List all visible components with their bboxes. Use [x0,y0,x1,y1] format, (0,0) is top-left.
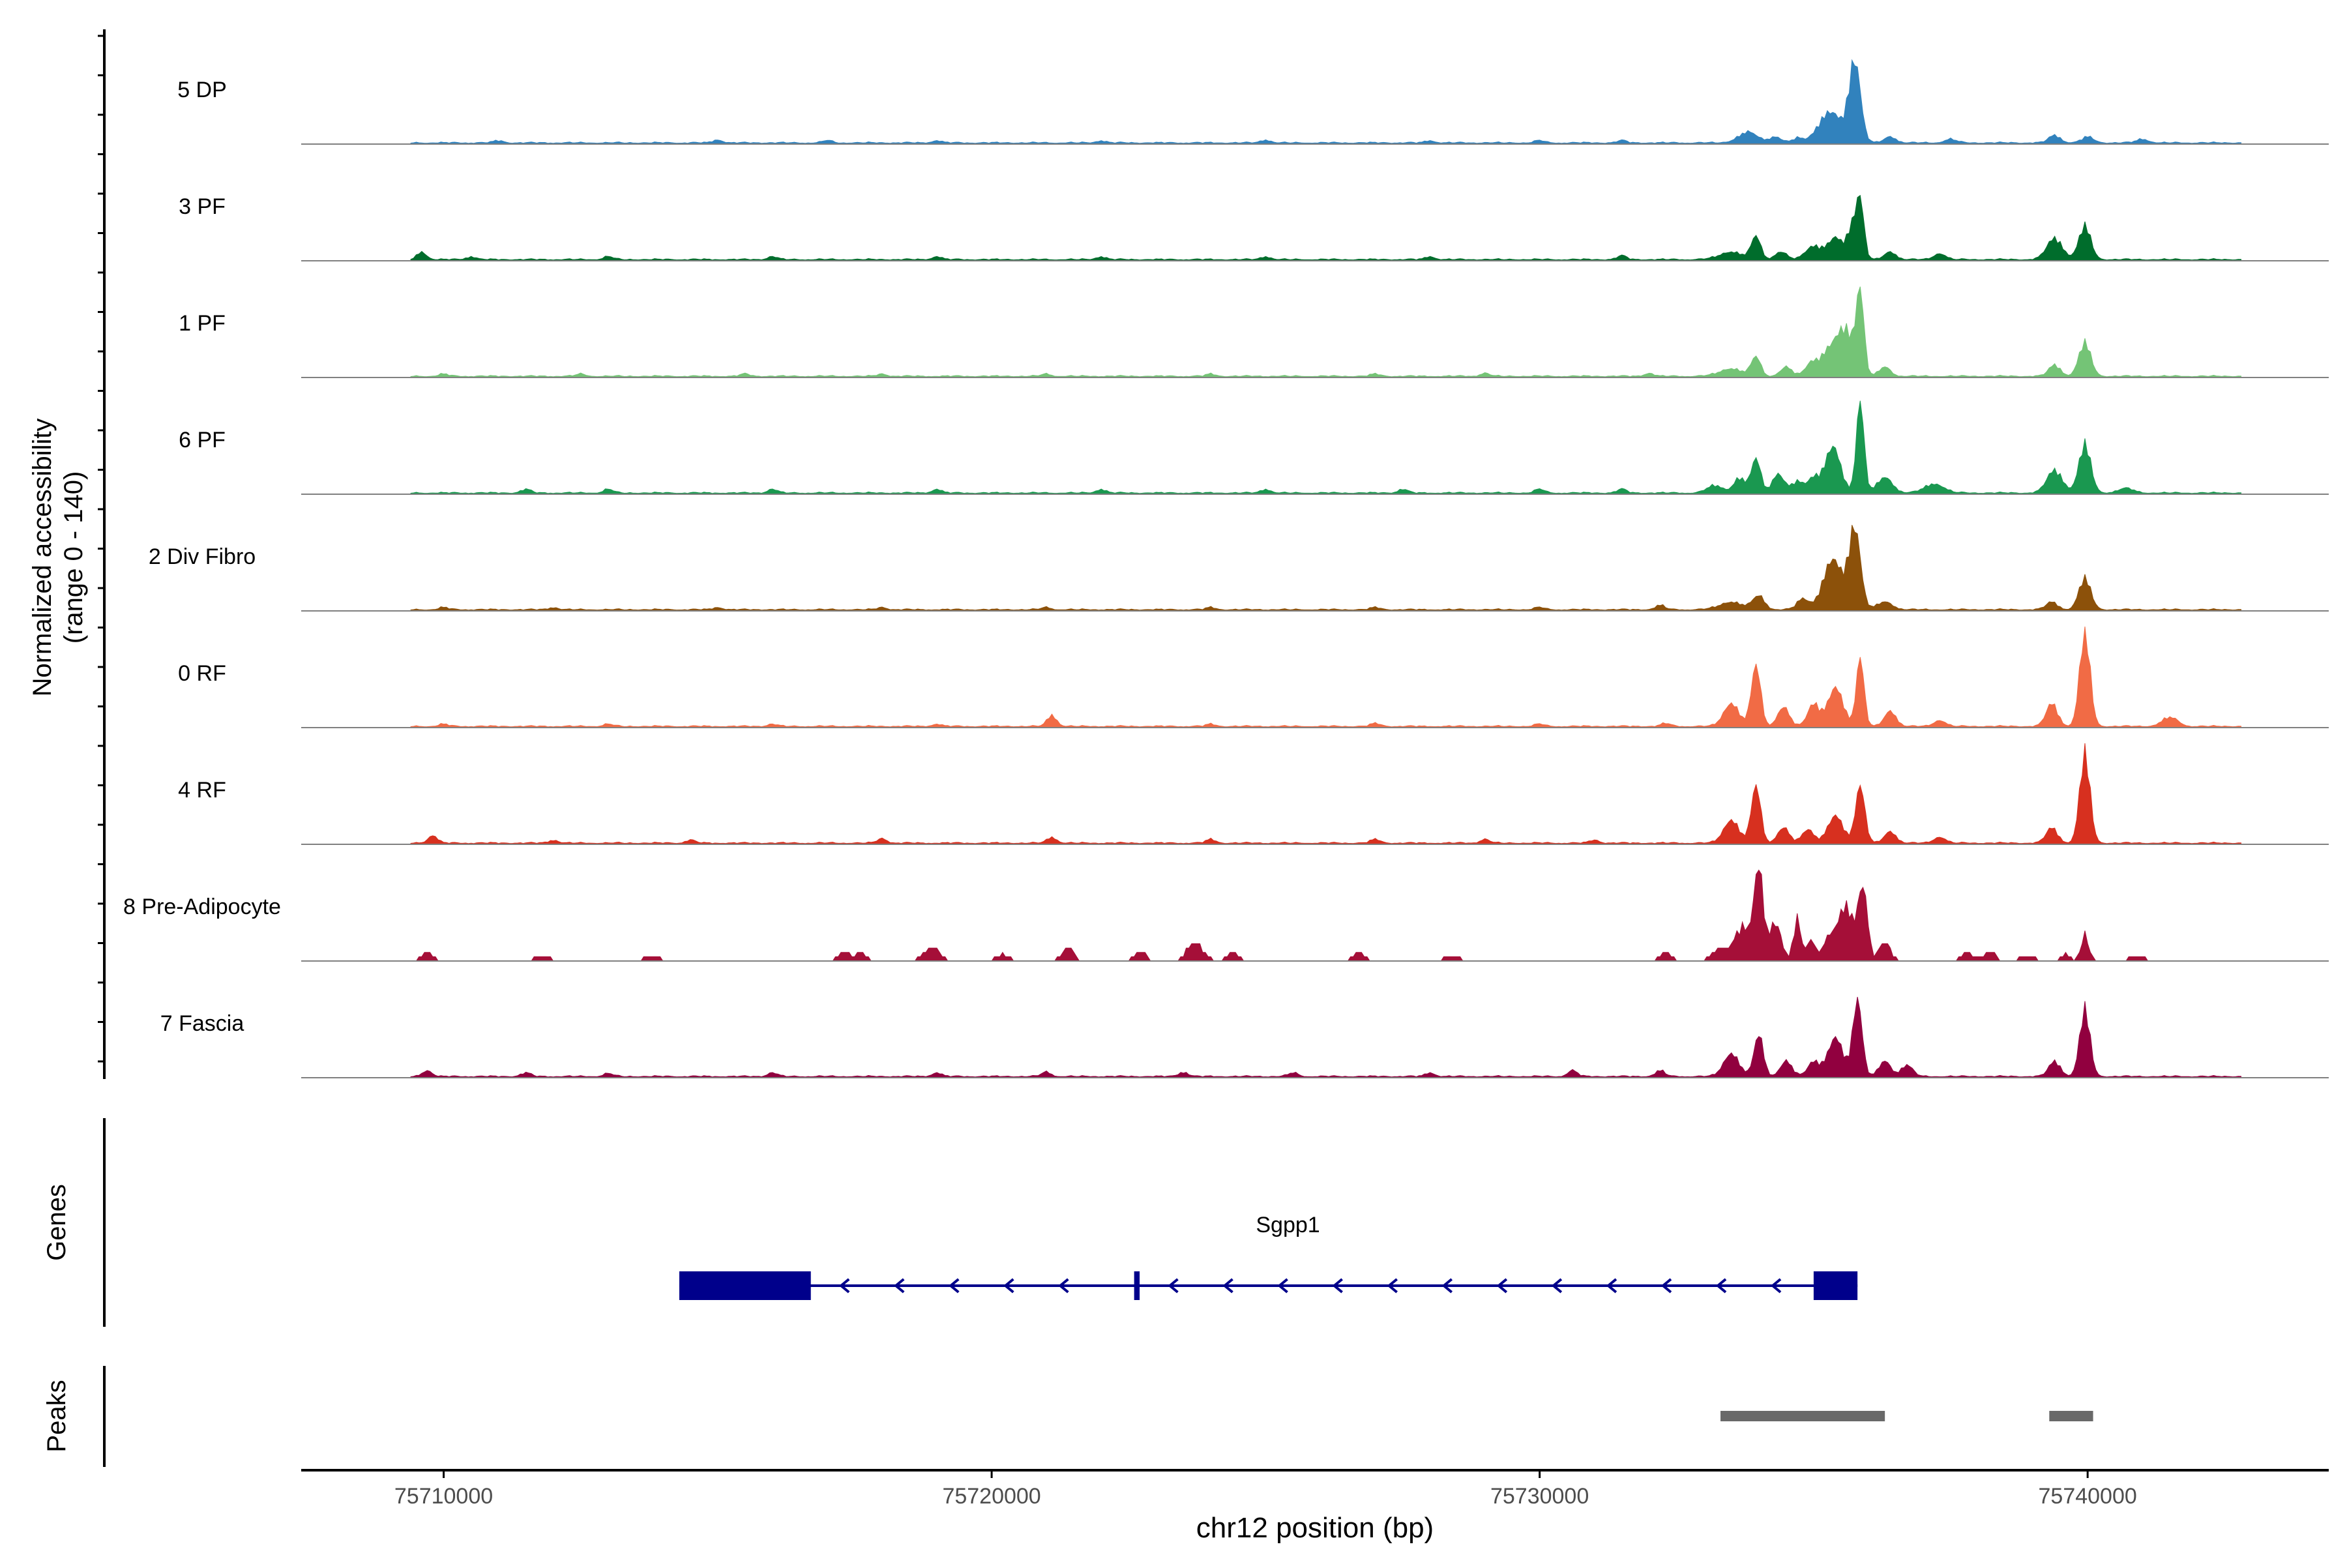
strand-arrow [949,1278,960,1294]
track-label: 0 RF [178,661,226,686]
strand-arrow [1441,1278,1453,1294]
track-7: 4 RF [178,743,2329,845]
strand-arrow [894,1278,905,1294]
track-4: 6 PF [179,400,2329,495]
track-coverage-area [410,997,2241,1078]
strand-arrow [1551,1278,1563,1294]
x-tick-label: 75740000 [2039,1484,2137,1509]
peaks-label: Peaks [42,1380,71,1452]
track-9: 7 Fascia [160,997,2329,1078]
peak-region [1720,1411,1885,1421]
peak-regions [1720,1411,2093,1421]
track-coverage-area [410,743,2241,845]
track-coverage-area [411,869,2241,962]
track-1: 5 DP [177,59,2329,145]
strand-arrow [1003,1278,1014,1294]
track-label: 2 Div Fibro [149,544,256,569]
gene-exon [1813,1271,1858,1300]
track-coverage-area [410,400,2241,495]
track-coverage-area [410,194,2241,261]
track-label: 1 PF [179,311,226,336]
track-label: 5 DP [177,78,227,102]
strand-arrow [1606,1278,1617,1294]
track-label: 3 PF [179,194,226,219]
strand-arrow [1058,1278,1069,1294]
strand-arrow [1277,1278,1288,1294]
gene-exon [679,1271,811,1300]
track-coverage-area [410,525,2241,612]
track-coverage-area [410,286,2241,378]
x-tick-label: 75710000 [394,1484,493,1509]
track-coverage-area [410,626,2241,728]
tracks-y-axis-ticks [98,35,104,1063]
gene-model: Sgpp1 [679,1213,1858,1300]
track-6: 0 RF [178,626,2329,728]
peak-region [2049,1411,2093,1421]
tracks-y-axis-title: Normalized accessibility (range 0 - 140) [28,419,88,697]
x-axis-label: chr12 position (bp) [1196,1512,1434,1544]
strand-arrow [1661,1278,1672,1294]
strand-arrow [1332,1278,1343,1294]
strand-arrow [1168,1278,1179,1294]
strand-arrow [1222,1278,1233,1294]
track-5: 2 Div Fibro [149,525,2329,612]
strand-arrow [1496,1278,1508,1294]
track-8: 8 Pre-Adipocyte [123,869,2329,962]
genes-label: Genes [42,1184,71,1261]
y-axis-label: Normalized accessibility [28,419,57,697]
x-tick-label: 75730000 [1490,1484,1589,1509]
x-tick-label: 75720000 [942,1484,1041,1509]
strand-arrow [1387,1278,1398,1294]
track-label: 8 Pre-Adipocyte [123,895,281,919]
track-label: 6 PF [179,428,226,452]
track-label: 7 Fascia [160,1011,244,1036]
strand-arrow [839,1278,850,1294]
gene-exon [1134,1271,1140,1300]
track-label: 4 RF [178,778,226,803]
gene-name: Sgpp1 [1256,1213,1320,1237]
track-coverage-area [410,59,2241,145]
accessibility-tracks: 5 DP 3 PF 1 PF 6 PF 2 Div Fibro 0 RF 4 RF 8 Pre… [123,59,2329,1078]
track-3: 1 PF [179,286,2329,378]
track-2: 3 PF [179,194,2329,261]
strand-arrow [1770,1278,1782,1294]
strand-arrow [1715,1278,1727,1294]
y-axis-range-label: (range 0 - 140) [59,471,88,644]
x-axis-ticks: 75710000 75720000 75730000 75740000 [394,1470,2137,1509]
